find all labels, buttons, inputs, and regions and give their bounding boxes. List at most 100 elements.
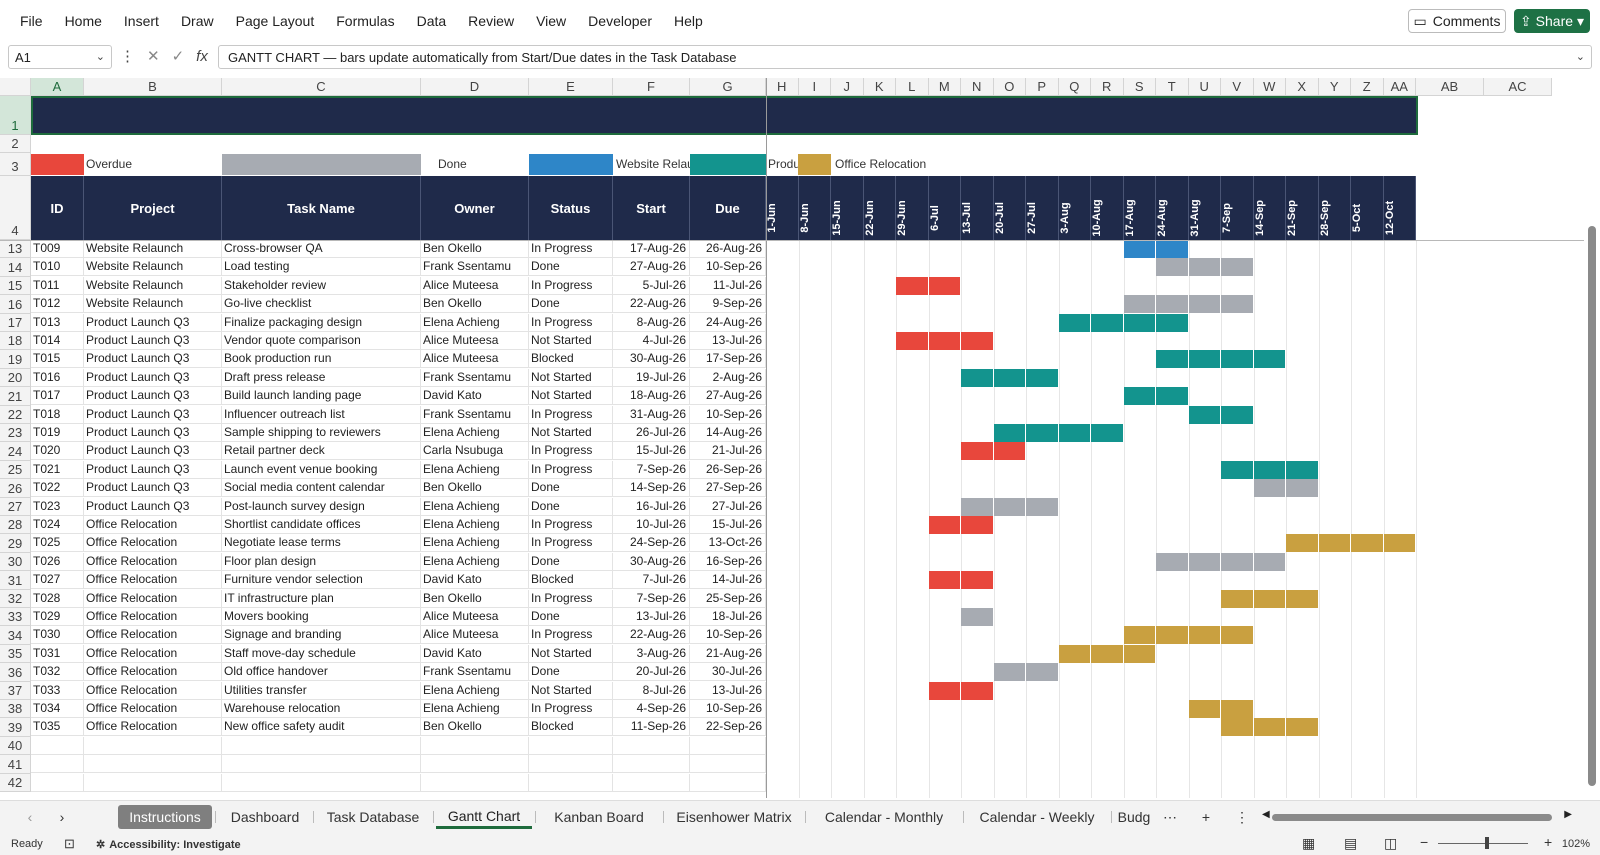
sheet-grid[interactable]: A B C D E F G H I J K L M N O P Q R S T U V W X Y Z AA AB AC 1 2 3 4 13 14… — [0, 78, 1600, 798]
cell-task[interactable]: Negotiate lease terms — [222, 534, 421, 553]
row-header-26[interactable]: 26 — [0, 479, 31, 498]
header-status[interactable]: Status — [529, 176, 613, 240]
header-due[interactable]: Due — [690, 176, 766, 240]
column-header-o[interactable]: O — [993, 78, 1026, 96]
chevron-down-icon[interactable]: ⌄ — [1575, 51, 1585, 63]
cell-start[interactable]: 30-Aug-26 — [613, 552, 690, 571]
sheet-tab-eisenhower-matrix[interactable]: Eisenhower Matrix — [676, 809, 792, 825]
cell-due[interactable]: 9-Sep-26 — [690, 295, 766, 314]
cell-task[interactable]: Staff move-day schedule — [222, 644, 421, 663]
column-header-e[interactable]: E — [529, 78, 613, 96]
cell-start[interactable]: 5-Jul-26 — [613, 276, 690, 295]
vertical-scroll-thumb[interactable] — [1588, 226, 1596, 786]
cell-status[interactable]: Not Started — [529, 681, 613, 700]
cell-owner[interactable]: Elena Achieng — [421, 516, 529, 534]
cell-task[interactable]: Build launch landing page — [222, 387, 421, 406]
cell-task[interactable]: Book production run — [222, 350, 421, 369]
cell-status[interactable]: Done — [529, 608, 613, 626]
cell-id[interactable]: T014 — [31, 332, 84, 350]
cell-start[interactable]: 14-Sep-26 — [613, 479, 690, 498]
column-header-g[interactable]: G — [690, 78, 766, 96]
column-header-i[interactable]: I — [798, 78, 831, 96]
column-header-ab[interactable]: AB — [1416, 78, 1484, 96]
menu-data[interactable]: Data — [416, 13, 447, 29]
cell-project[interactable]: Website Relaunch — [84, 240, 222, 258]
row-header-21[interactable]: 21 — [0, 387, 31, 406]
cell-id[interactable]: T016 — [31, 368, 84, 387]
cell-status[interactable]: In Progress — [529, 313, 613, 332]
cell-owner[interactable]: Frank Ssentamu — [421, 258, 529, 277]
week-header[interactable]: 24-Aug — [1156, 176, 1189, 240]
week-header[interactable]: 5-Oct — [1351, 176, 1384, 240]
column-header-j[interactable]: J — [831, 78, 864, 96]
cell-task[interactable]: Warehouse relocation — [222, 700, 421, 718]
cell-status[interactable]: Blocked — [529, 718, 613, 737]
row-header-24[interactable]: 24 — [0, 442, 31, 461]
cell-start[interactable]: 22-Aug-26 — [613, 626, 690, 645]
cell-status[interactable]: In Progress — [529, 405, 613, 424]
cell-id[interactable]: T030 — [31, 626, 84, 645]
cell-owner[interactable]: Alice Muteesa — [421, 350, 529, 369]
cell-due[interactable]: 27-Sep-26 — [690, 479, 766, 498]
column-header-d[interactable]: D — [421, 78, 529, 96]
cell-project[interactable]: Product Launch Q3 — [84, 479, 222, 498]
row-header-27[interactable]: 27 — [0, 497, 31, 516]
cell-status[interactable]: In Progress — [529, 516, 613, 534]
cell-project[interactable]: Product Launch Q3 — [84, 332, 222, 350]
cell-task[interactable]: Cross-browser QA — [222, 240, 421, 258]
cell-owner[interactable]: Elena Achieng — [421, 313, 529, 332]
row-header-2[interactable]: 2 — [0, 135, 31, 153]
cell-start[interactable]: 15-Jul-26 — [613, 442, 690, 461]
cell-id[interactable]: T009 — [31, 240, 84, 258]
cancel-icon[interactable]: ✕ — [147, 48, 160, 65]
week-header[interactable]: 7-Sep — [1221, 176, 1254, 240]
cell-task[interactable]: IT infrastructure plan — [222, 589, 421, 608]
week-header[interactable]: 15-Jun — [831, 176, 864, 240]
cell-project[interactable]: Office Relocation — [84, 552, 222, 571]
cell-project[interactable]: Product Launch Q3 — [84, 424, 222, 442]
cell-status[interactable]: In Progress — [529, 442, 613, 461]
cell-due[interactable]: 22-Sep-26 — [690, 718, 766, 737]
empty-cell[interactable] — [690, 773, 766, 792]
cell-due[interactable]: 11-Jul-26 — [690, 276, 766, 295]
cell-id[interactable]: T023 — [31, 497, 84, 516]
gantt-title[interactable] — [31, 96, 1418, 135]
column-header-z[interactable]: Z — [1351, 78, 1384, 96]
cell-start[interactable]: 4-Jul-26 — [613, 332, 690, 350]
cell-project[interactable]: Office Relocation — [84, 534, 222, 553]
page-break-view-icon[interactable]: ◫ — [1384, 835, 1398, 851]
cell-id[interactable]: T033 — [31, 681, 84, 700]
column-header-u[interactable]: U — [1188, 78, 1221, 96]
empty-cell[interactable] — [690, 736, 766, 755]
row-header-41[interactable]: 41 — [0, 755, 31, 774]
menu-draw[interactable]: Draw — [180, 13, 214, 29]
row-header-3[interactable]: 3 — [0, 153, 31, 176]
cell-owner[interactable]: Elena Achieng — [421, 552, 529, 571]
scroll-tabs-right-icon[interactable]: › — [59, 809, 65, 825]
column-header-a[interactable]: A — [31, 78, 84, 96]
cell-due[interactable]: 27-Aug-26 — [690, 387, 766, 406]
cell-due[interactable]: 18-Jul-26 — [690, 608, 766, 626]
cell-start[interactable]: 27-Aug-26 — [613, 258, 690, 277]
macro-record-icon[interactable]: ⊡ — [64, 836, 75, 851]
zoom-level[interactable]: 102% — [1561, 838, 1590, 850]
cell-status[interactable]: Blocked — [529, 571, 613, 590]
row-header-39[interactable]: 39 — [0, 718, 31, 737]
cell-project[interactable]: Office Relocation — [84, 663, 222, 682]
column-header-ac[interactable]: AC — [1484, 78, 1552, 96]
row-header-42[interactable]: 42 — [0, 773, 31, 792]
row-header-35[interactable]: 35 — [0, 644, 31, 664]
enter-icon[interactable]: ✓ — [171, 48, 185, 65]
column-header-p[interactable]: P — [1026, 78, 1059, 96]
sheet-tab-instructions[interactable]: Instructions — [118, 805, 212, 829]
cell-owner[interactable]: Frank Ssentamu — [421, 663, 529, 682]
cell-owner[interactable]: Ben Okello — [421, 240, 529, 258]
column-header-r[interactable]: R — [1091, 78, 1124, 96]
week-header[interactable]: 1-Jun — [766, 176, 799, 240]
row-header-18[interactable]: 18 — [0, 332, 31, 351]
cell-task[interactable]: Sample shipping to reviewers — [222, 424, 421, 442]
week-header[interactable]: 22-Jun — [863, 176, 896, 240]
chevron-down-icon[interactable]: ⌄ — [95, 51, 105, 63]
cell-owner[interactable]: David Kato — [421, 644, 529, 663]
row-header-23[interactable]: 23 — [0, 424, 31, 443]
